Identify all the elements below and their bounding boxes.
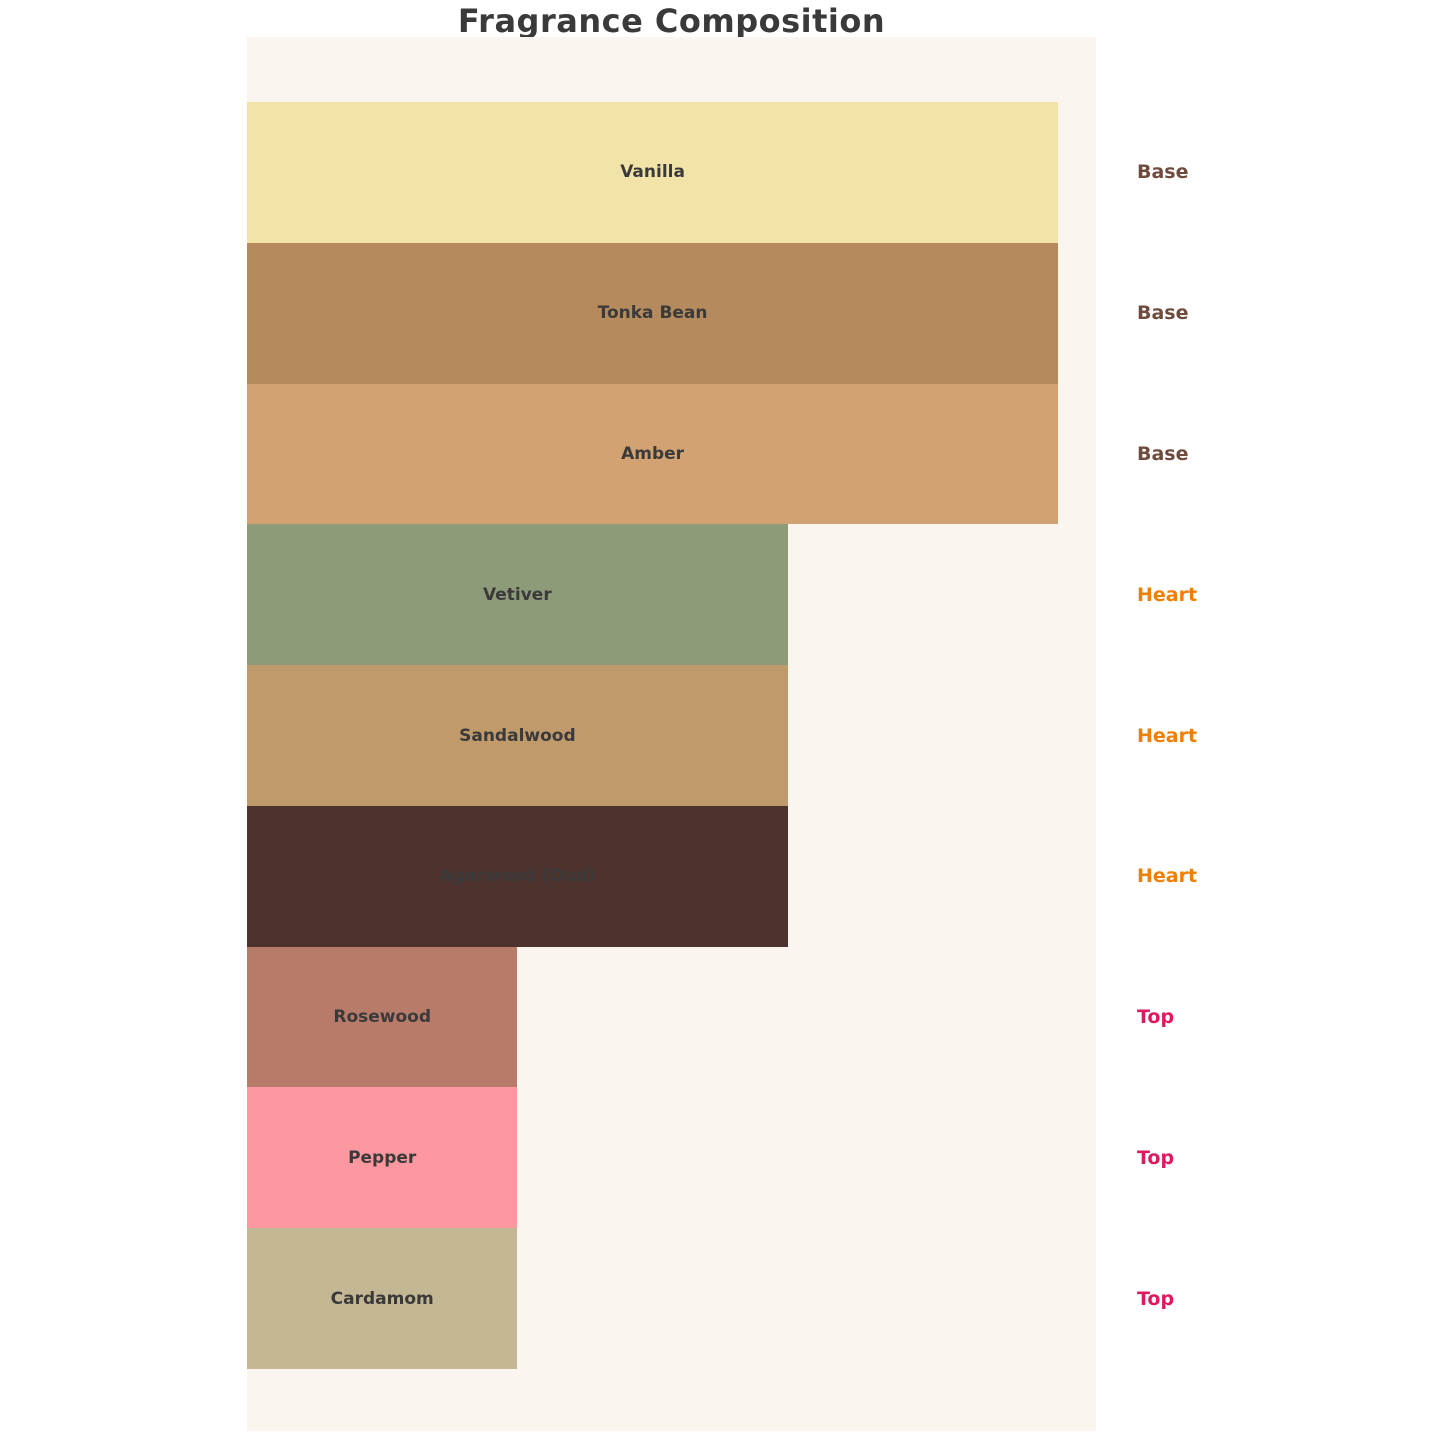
bar-row: Vanilla — [247, 102, 1096, 243]
note-type-label-heart: Heart — [1137, 724, 1198, 747]
bar-row: Amber — [247, 383, 1096, 525]
bar-label: Amber — [621, 443, 685, 464]
note-type-labels-column: Base Base Base Heart Heart Heart Top Top Top — [1096, 102, 1416, 1369]
bar-row: Cardamom — [247, 1228, 1096, 1370]
note-type-label-heart: Heart — [1137, 583, 1198, 606]
bar-cardamom: Cardamom — [247, 1228, 518, 1370]
note-type-cell: Top — [1096, 947, 1416, 1088]
bar-label: Pepper — [348, 1147, 417, 1168]
bar-label: Vanilla — [620, 162, 685, 183]
note-type-label-base: Base — [1137, 161, 1189, 184]
bar-agarwood-oud: Agarwood (Oud) — [247, 805, 788, 947]
note-type-cell: Top — [1096, 1087, 1416, 1228]
bar-label: Agarwood (Oud) — [439, 866, 596, 887]
chart-title: Fragrance Composition — [457, 2, 886, 40]
bar-amber: Amber — [247, 383, 1059, 525]
bar-tonka-bean: Tonka Bean — [247, 242, 1059, 384]
note-type-cell: Base — [1096, 102, 1416, 243]
bar-row: Sandalwood — [247, 665, 1096, 806]
note-type-label-base: Base — [1137, 442, 1189, 465]
bars-region: Vanilla Tonka Bean Amber Vetiver Sandalwood A… — [247, 102, 1096, 1370]
note-type-label-top: Top — [1137, 1287, 1175, 1310]
bar-vanilla: Vanilla — [247, 102, 1059, 243]
note-type-cell: Base — [1096, 243, 1416, 384]
bar-label: Sandalwood — [459, 725, 576, 746]
note-type-label-top: Top — [1137, 1006, 1175, 1029]
note-type-cell: Base — [1096, 384, 1416, 525]
bar-sandalwood: Sandalwood — [247, 665, 788, 806]
bar-vetiver: Vetiver — [247, 524, 788, 666]
bar-label: Vetiver — [483, 584, 552, 605]
bar-row: Agarwood (Oud) — [247, 805, 1096, 947]
bar-row: Tonka Bean — [247, 242, 1096, 384]
note-type-cell: Top — [1096, 1228, 1416, 1369]
note-type-cell: Heart — [1096, 524, 1416, 665]
bar-label: Tonka Bean — [597, 303, 708, 324]
bar-row: Vetiver — [247, 524, 1096, 666]
note-type-label-heart: Heart — [1137, 865, 1198, 888]
bar-row: Rosewood — [247, 946, 1096, 1088]
bar-row: Pepper — [247, 1087, 1096, 1229]
note-type-cell: Heart — [1096, 806, 1416, 947]
bar-pepper: Pepper — [247, 1087, 518, 1229]
plot-area: Vanilla Tonka Bean Amber Vetiver Sandalwood A… — [247, 37, 1096, 1431]
bar-label: Rosewood — [333, 1007, 432, 1028]
bar-label: Cardamom — [330, 1288, 434, 1309]
note-type-label-top: Top — [1137, 1146, 1175, 1169]
note-type-cell: Heart — [1096, 665, 1416, 806]
note-type-label-base: Base — [1137, 302, 1189, 325]
bar-rosewood: Rosewood — [247, 946, 518, 1088]
